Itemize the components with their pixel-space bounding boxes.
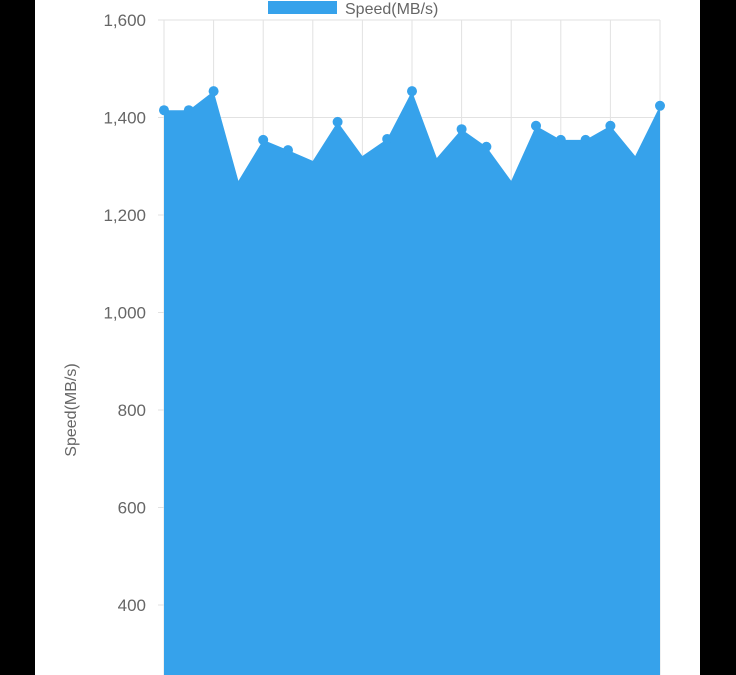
data-point[interactable] [258, 134, 269, 145]
data-point[interactable] [605, 120, 616, 131]
data-point[interactable] [456, 124, 467, 135]
data-point[interactable] [655, 100, 665, 111]
data-point[interactable] [407, 86, 417, 97]
y-tick-label: 600 [118, 499, 146, 518]
data-point[interactable] [208, 86, 219, 97]
data-point[interactable] [332, 116, 343, 127]
series-area [164, 91, 660, 675]
y-tick-label: 400 [118, 596, 146, 615]
y-tick-label: 1,000 [103, 304, 146, 323]
data-point[interactable] [183, 105, 194, 116]
y-axis-label: Speed(MB/s) [63, 363, 80, 456]
y-tick-label: 1,200 [103, 206, 146, 225]
data-point[interactable] [580, 134, 591, 145]
y-tick-label: 800 [118, 401, 146, 420]
legend-swatch[interactable] [268, 1, 337, 14]
y-tick-label: 1,400 [103, 109, 146, 128]
data-point[interactable] [283, 145, 293, 156]
data-point[interactable] [159, 105, 169, 116]
legend-label: Speed(MB/s) [345, 1, 438, 18]
data-point[interactable] [382, 133, 393, 144]
data-point[interactable] [481, 141, 492, 152]
data-point[interactable] [531, 120, 541, 131]
data-point[interactable] [555, 134, 566, 145]
y-tick-label: 1,600 [103, 11, 146, 30]
